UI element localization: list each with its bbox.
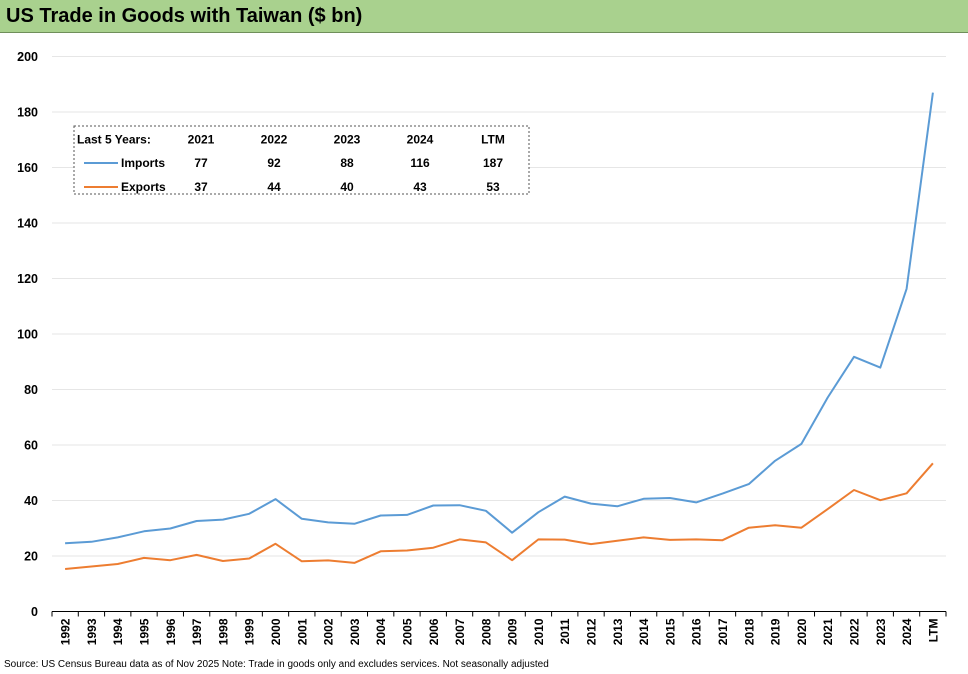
legend-value: 40 (340, 180, 354, 194)
x-tick-label: 2007 (453, 618, 467, 645)
chart-title: US Trade in Goods with Taiwan ($ bn) (6, 5, 363, 27)
x-tick-label: 2006 (427, 618, 441, 645)
axes: 0 20 40 60 80 100 120 140 160 180 200 1992 1993 1994 1… (17, 50, 947, 645)
x-tick-label: 2012 (585, 618, 599, 645)
x-tick-label: 2019 (769, 618, 783, 645)
legend-column-header: 2024 (407, 133, 434, 147)
legend-box (73, 125, 530, 195)
y-tick-label: 80 (24, 383, 38, 397)
x-tick-label: LTM (926, 618, 940, 642)
legend-series-name: Exports (121, 180, 166, 194)
legend-column-header: LTM (481, 133, 505, 147)
legend-value: 187 (483, 156, 503, 170)
x-tick-label: 2015 (663, 618, 677, 645)
x-tick-label: 2001 (295, 618, 309, 645)
y-tick-label: 60 (24, 439, 38, 453)
x-tick-label: 2013 (611, 618, 625, 645)
x-tick-label: 2010 (532, 618, 546, 645)
y-tick-label: 160 (17, 161, 38, 175)
x-tick-label: 2003 (348, 618, 362, 645)
series-line-imports (65, 92, 934, 545)
y-tick-label: 20 (24, 550, 38, 564)
gridlines (52, 56, 946, 557)
x-tick-label: 2014 (637, 618, 651, 645)
legend-value: 92 (267, 156, 281, 170)
x-tick-label: 2018 (742, 618, 756, 645)
x-tick-label: 2017 (716, 618, 730, 645)
legend-value: 77 (194, 156, 208, 170)
legend-value: 53 (486, 180, 500, 194)
legend-table: Last 5 Years: 2021 2022 2023 2024 LTM Imports 7… (73, 125, 530, 195)
series (65, 92, 934, 570)
x-tick-label: 2005 (400, 618, 414, 645)
legend-value: 116 (410, 156, 430, 170)
legend-column-header: 2022 (261, 133, 288, 147)
x-tick-label: 1998 (216, 618, 230, 645)
x-tick-label: 2016 (690, 618, 704, 645)
title-bar: US Trade in Goods with Taiwan ($ bn) (0, 0, 968, 33)
x-tick-label: 2000 (269, 618, 283, 645)
legend-column-header: 2023 (334, 133, 361, 147)
x-tick-label: 2004 (374, 618, 388, 645)
x-tick-label: 1993 (85, 618, 99, 645)
x-tick-label: 2011 (558, 618, 572, 644)
x-tick-label: 2024 (900, 618, 914, 645)
x-tick-label: 2002 (322, 618, 336, 645)
x-tick-label: 1997 (190, 618, 204, 645)
x-tick-label: 1995 (138, 618, 152, 645)
y-tick-label: 40 (24, 494, 38, 508)
x-tick-label: 1992 (59, 618, 73, 645)
x-tick-label: 2020 (795, 618, 809, 645)
x-tick-label: 1999 (243, 618, 257, 645)
legend-header: Last 5 Years: (77, 133, 151, 147)
x-tick-label: 2022 (847, 618, 861, 645)
legend-value: 43 (413, 180, 427, 194)
x-tick-label: 1996 (164, 618, 178, 645)
y-tick-label: 200 (17, 50, 38, 64)
legend-value: 37 (194, 180, 208, 194)
x-tick-label: 2023 (874, 618, 888, 645)
x-tick-label: 2008 (479, 618, 493, 645)
y-tick-label: 180 (17, 106, 38, 120)
x-tick-label: 1994 (111, 618, 125, 645)
y-tick-label: 140 (17, 217, 38, 231)
trade-line-chart: 0 20 40 60 80 100 120 140 160 180 200 1992 1993 1994 1… (17, 50, 947, 645)
y-tick-label: 100 (17, 328, 38, 342)
x-tick-label: 2021 (821, 618, 835, 645)
legend-series-name: Imports (121, 156, 165, 170)
legend-value: 44 (267, 180, 281, 194)
x-tick-label: 2009 (506, 618, 520, 645)
source-note: Source: US Census Bureau data as of Nov … (4, 659, 549, 670)
y-tick-label: 120 (17, 272, 38, 286)
legend-value: 88 (340, 156, 354, 170)
y-tick-label: 0 (31, 605, 38, 619)
legend-column-header: 2021 (188, 133, 215, 147)
series-line-exports (65, 462, 934, 570)
